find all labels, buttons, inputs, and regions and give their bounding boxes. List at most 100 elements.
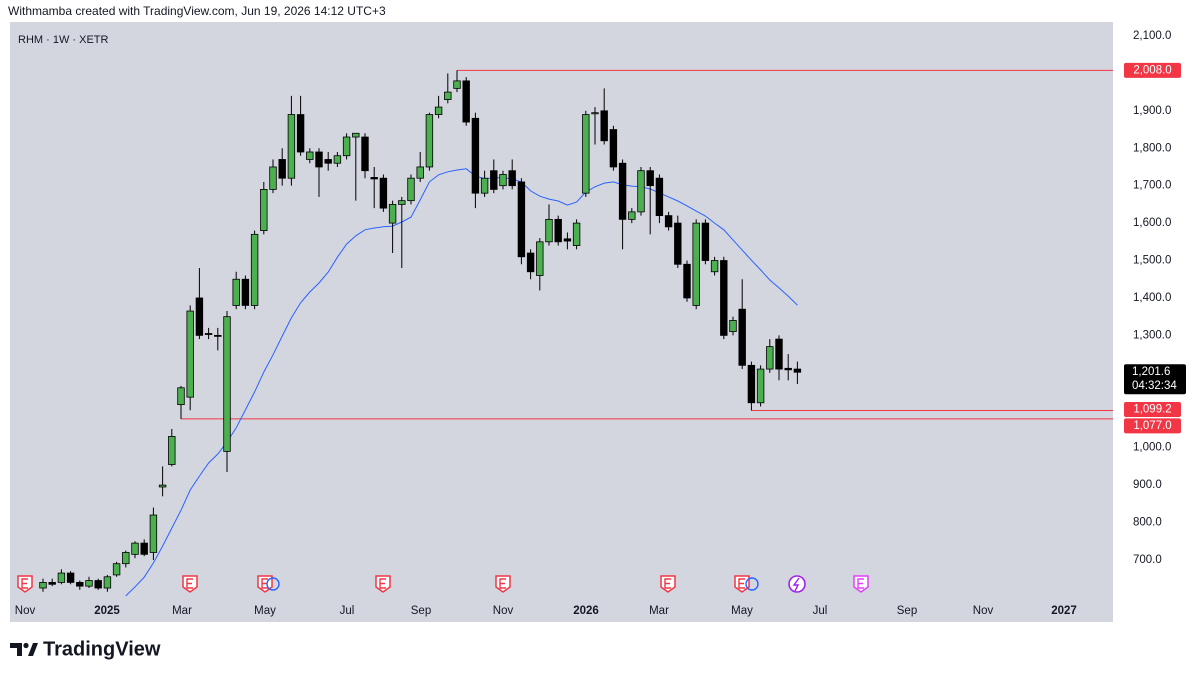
event-letter (664, 578, 671, 589)
event-letter (857, 578, 864, 589)
candle (674, 215, 682, 269)
x-tick-label: Jul (813, 605, 828, 617)
x-tick-label: Mar (649, 605, 669, 617)
candle (39, 578, 47, 592)
candle (775, 335, 783, 381)
candle-body (241, 278, 250, 306)
candle (361, 133, 369, 179)
candle (710, 256, 719, 276)
y-tick-label: 1,400.0 (1133, 292, 1171, 304)
candle-body (710, 260, 719, 273)
candle (701, 219, 710, 265)
level-label-box (1124, 62, 1181, 78)
dividend-icon (745, 577, 759, 591)
candle-body (637, 170, 645, 213)
x-tick-label: May (254, 605, 276, 617)
candle (296, 95, 305, 156)
candle (370, 166, 378, 209)
candle (122, 550, 130, 568)
candle (407, 174, 415, 205)
candle (683, 260, 691, 302)
event-icon (182, 575, 198, 593)
candle-body (278, 159, 286, 179)
x-tick-label: Jul (340, 605, 355, 617)
level-label-box (1124, 418, 1181, 434)
candle-body (462, 80, 470, 123)
symbol-title: RHM · 1W · XETR (18, 34, 108, 46)
level-label: 1,077.0 (1133, 420, 1171, 432)
candle-body (793, 368, 802, 373)
candle (536, 238, 544, 291)
candle-body (149, 514, 158, 553)
event-letter (738, 578, 745, 589)
event-icon (734, 575, 750, 593)
candle-body (269, 166, 277, 190)
candle-body (398, 200, 406, 205)
candle-body (692, 222, 700, 306)
candle (664, 211, 673, 231)
candle-body (434, 106, 443, 115)
candle-body (683, 263, 691, 299)
candle-body (223, 316, 231, 452)
candle-body (204, 333, 213, 335)
x-tick-label: Nov (493, 605, 514, 617)
event-letter (21, 578, 28, 589)
candle (462, 77, 470, 126)
candle-body (260, 189, 268, 231)
event-letter (379, 578, 386, 589)
candle (793, 361, 802, 385)
candle-body (471, 117, 480, 194)
candle (416, 151, 424, 182)
candle-body (480, 177, 489, 194)
candle (57, 569, 66, 585)
candle-body (296, 114, 305, 153)
moving-average (125, 168, 798, 597)
candle (379, 174, 388, 212)
candle (517, 178, 526, 265)
split-icon (788, 575, 806, 593)
event-icon (375, 575, 391, 593)
candle-body (195, 297, 204, 336)
candle-body (646, 170, 654, 187)
candle-body (39, 582, 47, 589)
candle-body (784, 367, 792, 371)
candle-body (85, 580, 93, 587)
candle-body (545, 218, 553, 243)
candle (490, 159, 498, 194)
candle-body (315, 151, 323, 168)
candle-body (370, 177, 378, 180)
candle-body (775, 338, 783, 370)
event-letter (261, 578, 268, 589)
candle (720, 256, 728, 340)
candle (766, 339, 774, 373)
x-tick-label: 2025 (94, 605, 120, 617)
candle (223, 311, 231, 472)
candle-body (94, 580, 102, 589)
candle (646, 166, 654, 235)
candle (352, 132, 360, 201)
last-price-label: 1,201.6 (1132, 366, 1170, 378)
candle-body (664, 215, 673, 228)
candle (453, 70, 461, 93)
event-icon (660, 575, 676, 593)
candle-body (766, 346, 774, 370)
candle (324, 151, 332, 171)
candle (94, 578, 102, 590)
candle-body (232, 278, 240, 306)
candle (287, 95, 296, 186)
candle (241, 275, 250, 310)
candle (480, 170, 489, 197)
x-tick-label: Nov (15, 605, 36, 617)
candle (214, 327, 222, 351)
chart-pane (10, 22, 1113, 622)
y-tick-label: 1,600.0 (1133, 217, 1171, 229)
brand-logo (10, 642, 38, 656)
candle-body (186, 310, 194, 398)
level-label: 1,099.2 (1133, 404, 1171, 416)
x-tick-label: May (731, 605, 753, 617)
candle (250, 230, 259, 310)
candle (140, 539, 148, 557)
candle (425, 112, 434, 171)
candle (112, 561, 121, 577)
